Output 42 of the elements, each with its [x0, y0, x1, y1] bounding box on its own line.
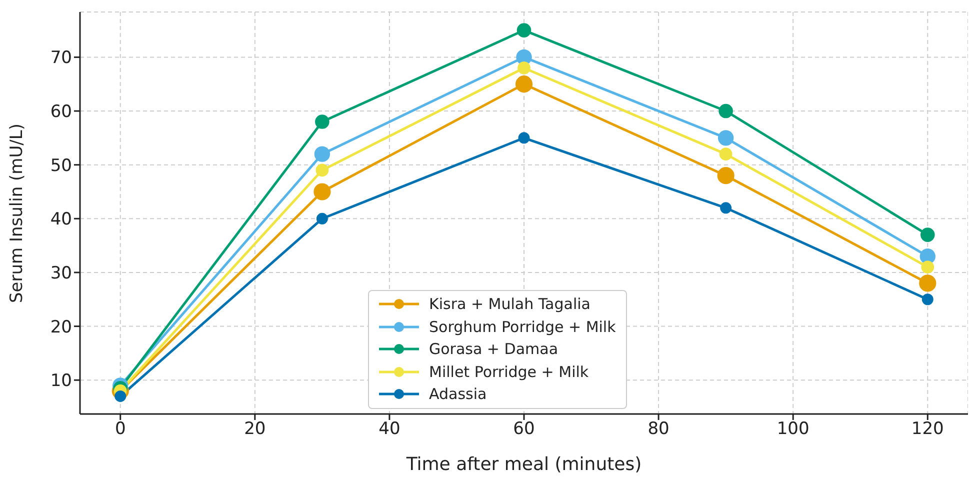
point — [515, 76, 533, 93]
point — [718, 104, 733, 118]
y-tick-label: 70 — [50, 48, 72, 68]
x-tick-label: 60 — [513, 419, 535, 440]
point — [114, 390, 126, 402]
point — [921, 260, 934, 274]
point — [316, 164, 329, 177]
point — [719, 148, 732, 161]
legend-label: Kisra + Mulah Tagalia — [429, 294, 590, 315]
point — [922, 294, 934, 306]
x-axis-title: Time after meal (minutes) — [405, 454, 642, 475]
legend-label: Adassia — [429, 384, 487, 405]
y-axis-title: Serum Insulin (mU/L) — [7, 124, 28, 303]
x-tick-label: 20 — [244, 419, 266, 440]
legend-label: Gorasa + Damaa — [429, 339, 558, 360]
point — [314, 146, 330, 162]
legend-label: Millet Porridge + Milk — [429, 362, 589, 382]
y-tick-label: 20 — [50, 317, 72, 338]
point — [315, 114, 330, 129]
point — [518, 132, 530, 144]
point — [720, 202, 732, 214]
point — [717, 167, 734, 184]
point — [516, 23, 532, 38]
y-tick-label: 60 — [50, 102, 72, 122]
point — [920, 228, 935, 242]
legend-label: Sorghum Porridge + Milk — [429, 316, 616, 338]
point — [919, 274, 936, 292]
point — [316, 212, 328, 224]
x-tick-label: 120 — [911, 419, 944, 440]
y-tick-label: 40 — [50, 210, 72, 230]
x-tick-label: 40 — [378, 419, 400, 440]
point — [516, 49, 532, 66]
point — [718, 130, 734, 146]
point — [518, 62, 530, 74]
y-tick-label: 10 — [50, 371, 72, 392]
point — [920, 248, 936, 264]
x-tick-label: 0 — [114, 419, 126, 440]
x-tick-label: 80 — [648, 419, 670, 440]
x-tick-label: 100 — [776, 419, 810, 440]
y-tick-label: 50 — [50, 156, 72, 176]
y-tick-label: 30 — [50, 264, 72, 284]
point — [314, 183, 331, 200]
